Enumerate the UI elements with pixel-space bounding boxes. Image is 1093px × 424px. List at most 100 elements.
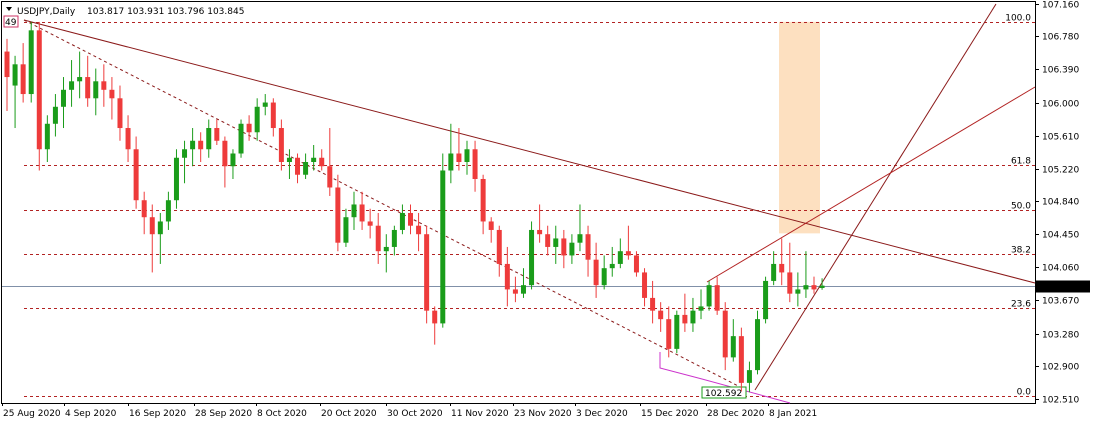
candle[interactable]	[714, 276, 720, 315]
candle[interactable]	[617, 238, 623, 269]
candle[interactable]	[246, 115, 252, 141]
candle[interactable]	[278, 119, 284, 171]
candle[interactable]	[77, 51, 83, 99]
candle[interactable]	[448, 123, 454, 184]
candle[interactable]	[109, 77, 115, 120]
candle[interactable]	[133, 136, 139, 209]
candle[interactable]	[666, 306, 672, 358]
candle[interactable]	[811, 276, 817, 294]
candle[interactable]	[464, 140, 470, 175]
candle[interactable]	[222, 136, 228, 188]
candle[interactable]	[206, 119, 212, 158]
candle[interactable]	[642, 268, 648, 307]
candle[interactable]	[303, 153, 309, 179]
candle[interactable]	[698, 289, 704, 320]
candle[interactable]	[286, 149, 292, 179]
candle[interactable]	[440, 153, 446, 328]
candle[interactable]	[424, 225, 430, 324]
candle[interactable]	[375, 212, 381, 264]
candle[interactable]	[625, 225, 631, 260]
triangle-down-icon[interactable]	[6, 7, 12, 11]
candle[interactable]	[125, 115, 131, 162]
candle[interactable]	[351, 191, 357, 230]
candle[interactable]	[730, 319, 736, 362]
candle[interactable]	[295, 153, 301, 184]
candle[interactable]	[593, 242, 599, 298]
candle[interactable]	[529, 221, 535, 290]
candle[interactable]	[746, 361, 752, 393]
candle[interactable]	[585, 225, 591, 277]
ascending-channel-line[interactable]	[706, 86, 1036, 283]
candle[interactable]	[198, 132, 204, 162]
candle[interactable]	[633, 251, 639, 277]
candle[interactable]	[149, 204, 155, 273]
candle[interactable]	[69, 60, 75, 107]
candle[interactable]	[472, 140, 478, 192]
fib-target-zone[interactable]	[779, 21, 820, 234]
candle[interactable]	[44, 115, 50, 162]
candle[interactable]	[230, 149, 236, 179]
candle[interactable]	[367, 208, 373, 239]
candle[interactable]	[520, 268, 526, 298]
candle[interactable]	[319, 149, 325, 171]
candle[interactable]	[658, 302, 664, 332]
candle[interactable]	[488, 217, 494, 243]
candle[interactable]	[399, 204, 405, 235]
candle[interactable]	[391, 225, 397, 256]
candle[interactable]	[182, 140, 188, 184]
candle[interactable]	[432, 306, 438, 345]
candle[interactable]	[609, 246, 615, 277]
candle[interactable]	[270, 98, 276, 137]
candle[interactable]	[545, 225, 551, 256]
candle[interactable]	[12, 55, 18, 129]
candle[interactable]	[690, 297, 696, 332]
candle[interactable]	[359, 191, 365, 230]
candle[interactable]	[577, 204, 583, 252]
candle[interactable]	[496, 225, 502, 277]
candle[interactable]	[4, 38, 10, 112]
candle[interactable]	[52, 94, 58, 137]
candle[interactable]	[601, 255, 607, 290]
candle[interactable]	[561, 229, 567, 269]
candle[interactable]	[650, 280, 656, 324]
candle[interactable]	[262, 94, 268, 116]
candle[interactable]	[512, 276, 518, 303]
candle[interactable]	[456, 128, 462, 171]
candle[interactable]	[537, 204, 543, 243]
candle[interactable]	[383, 234, 389, 273]
candle[interactable]	[238, 119, 244, 158]
candle[interactable]	[117, 85, 123, 141]
candle[interactable]	[682, 293, 688, 332]
candle[interactable]	[141, 191, 147, 235]
candle[interactable]	[795, 272, 801, 307]
candle[interactable]	[819, 278, 825, 290]
candle[interactable]	[165, 191, 171, 230]
candle[interactable]	[480, 174, 486, 235]
candle[interactable]	[28, 21, 34, 103]
candle[interactable]	[93, 68, 99, 116]
candle[interactable]	[36, 21, 42, 171]
candle[interactable]	[343, 208, 349, 247]
candle[interactable]	[173, 149, 179, 209]
candle[interactable]	[779, 238, 785, 286]
ascending-trendline[interactable]	[754, 3, 997, 391]
candle[interactable]	[157, 212, 163, 264]
candle[interactable]	[674, 310, 680, 354]
candle[interactable]	[311, 145, 317, 171]
candle[interactable]	[553, 225, 559, 264]
candle[interactable]	[787, 242, 793, 303]
candle[interactable]	[335, 174, 341, 252]
candle[interactable]	[416, 212, 422, 252]
candle[interactable]	[569, 234, 575, 264]
candle[interactable]	[214, 119, 220, 146]
descending-trendline[interactable]	[23, 19, 1036, 284]
candle[interactable]	[85, 55, 91, 107]
candle[interactable]	[755, 310, 761, 375]
candle[interactable]	[738, 327, 744, 392]
candle[interactable]	[763, 276, 769, 324]
date-marker[interactable]: 49	[3, 15, 19, 28]
candle[interactable]	[504, 246, 510, 307]
candle[interactable]	[101, 64, 107, 107]
candle[interactable]	[254, 98, 260, 141]
